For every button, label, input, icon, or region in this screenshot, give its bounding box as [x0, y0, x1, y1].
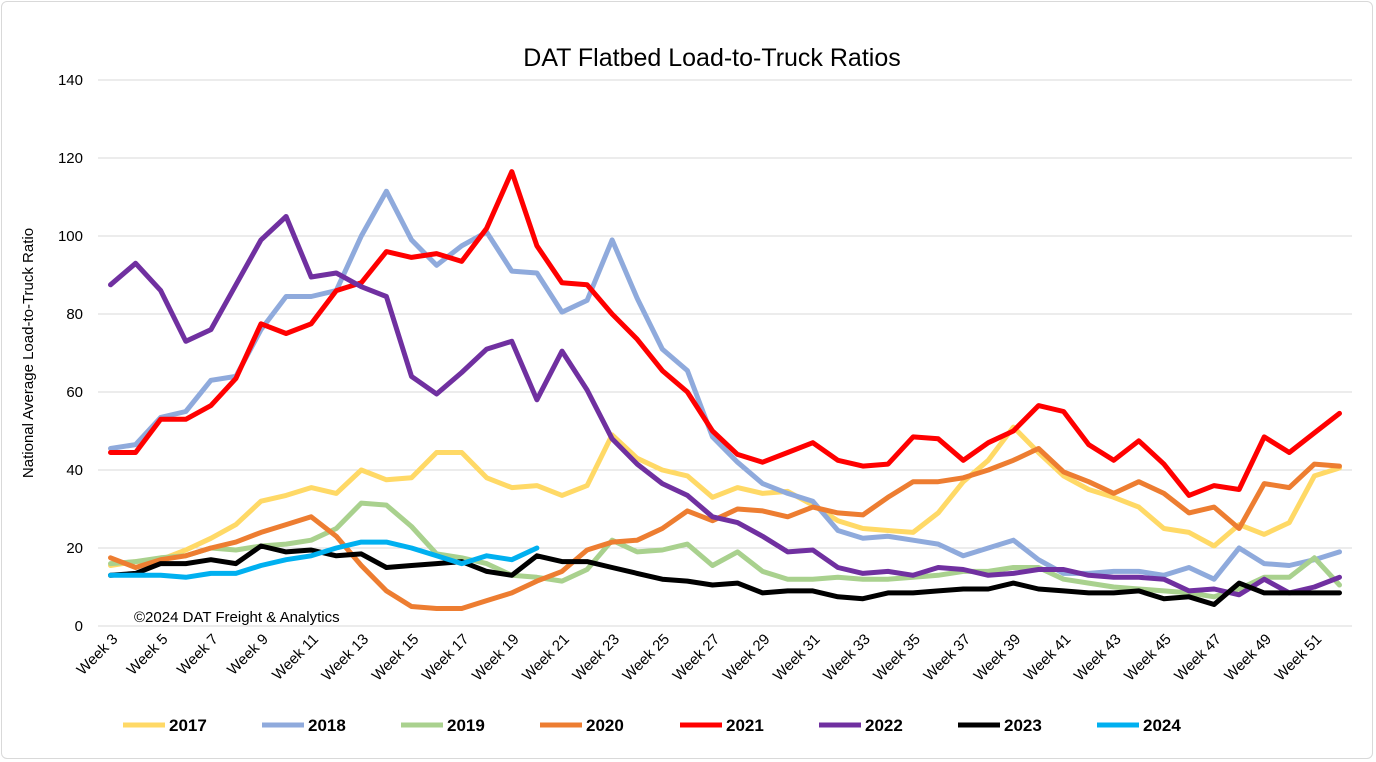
x-tick-label: Week 47: [1171, 631, 1225, 685]
x-tick-label: Week 11: [269, 631, 322, 684]
x-tick-label: Week 7: [174, 631, 222, 679]
x-tick-label: Week 15: [369, 631, 423, 685]
x-tick-label: Week 13: [318, 631, 372, 685]
legend-label-2017: 2017: [169, 716, 207, 735]
series-line-2023: [108, 543, 1342, 607]
x-tick-label: Week 37: [920, 631, 974, 685]
series-lines: [108, 169, 1342, 611]
chart-title: DAT Flatbed Load-to-Truck Ratios: [523, 44, 900, 72]
y-tick-label: 100: [58, 228, 83, 245]
x-tick-label: Week 43: [1071, 631, 1125, 685]
x-tick-label: Week 35: [870, 631, 924, 685]
legend: 2017 2018 2019 2020 2021 2022 2023 2024: [123, 716, 1181, 735]
legend-label-2021: 2021: [726, 716, 764, 735]
x-tick-label: Week 17: [419, 631, 473, 685]
legend-label-2023: 2023: [1004, 716, 1042, 735]
x-tick-label: Week 29: [720, 631, 774, 685]
gridlines: [98, 79, 1352, 627]
x-tick-label: Week 49: [1221, 631, 1275, 685]
series-line-2019: [108, 500, 1342, 600]
series-line-2022: [108, 214, 1342, 598]
y-axis-label: National Average Load-to-Truck Ratio: [20, 228, 37, 478]
y-tick-label: 140: [58, 72, 83, 89]
x-tick-label: Week 33: [820, 631, 874, 685]
legend-label-2024: 2024: [1143, 716, 1181, 735]
y-tick-label: 0: [75, 618, 83, 635]
series-line-2020: [108, 446, 1342, 611]
copyright-annotation: ©2024 DAT Freight & Analytics: [134, 609, 340, 626]
x-tick-label: Week 31: [770, 631, 824, 685]
series-line-2024: [108, 539, 540, 580]
x-tick-label: Week 9: [224, 631, 272, 679]
y-tick-label: 20: [66, 540, 83, 557]
x-tick-label: Week 51: [1272, 631, 1326, 685]
legend-label-2019: 2019: [447, 716, 485, 735]
legend-label-2020: 2020: [586, 716, 624, 735]
x-tick-label: Week 3: [74, 631, 122, 679]
y-tick-label: 120: [58, 150, 83, 167]
series-line-2021: [108, 169, 1342, 498]
x-tick-label: Week 45: [1121, 631, 1175, 685]
series-line-2018: [108, 188, 1342, 582]
x-tick-label: Week 25: [619, 631, 673, 685]
y-axis-ticks: 0 20 40 60 80 100 120 140: [58, 72, 83, 635]
x-tick-label: Week 21: [519, 631, 573, 685]
x-tick-label: Week 41: [1021, 631, 1075, 685]
series-line-2017: [108, 424, 1342, 568]
legend-label-2022: 2022: [865, 716, 903, 735]
x-tick-label: Week 19: [469, 631, 523, 685]
x-tick-label: Week 23: [569, 631, 623, 685]
x-tick-label: Week 39: [971, 631, 1025, 685]
x-tick-label: Week 27: [670, 631, 724, 685]
y-tick-label: 40: [66, 462, 83, 479]
y-tick-label: 80: [66, 306, 83, 323]
x-tick-label: Week 5: [124, 631, 172, 679]
y-tick-label: 60: [66, 384, 83, 401]
legend-label-2018: 2018: [308, 716, 346, 735]
